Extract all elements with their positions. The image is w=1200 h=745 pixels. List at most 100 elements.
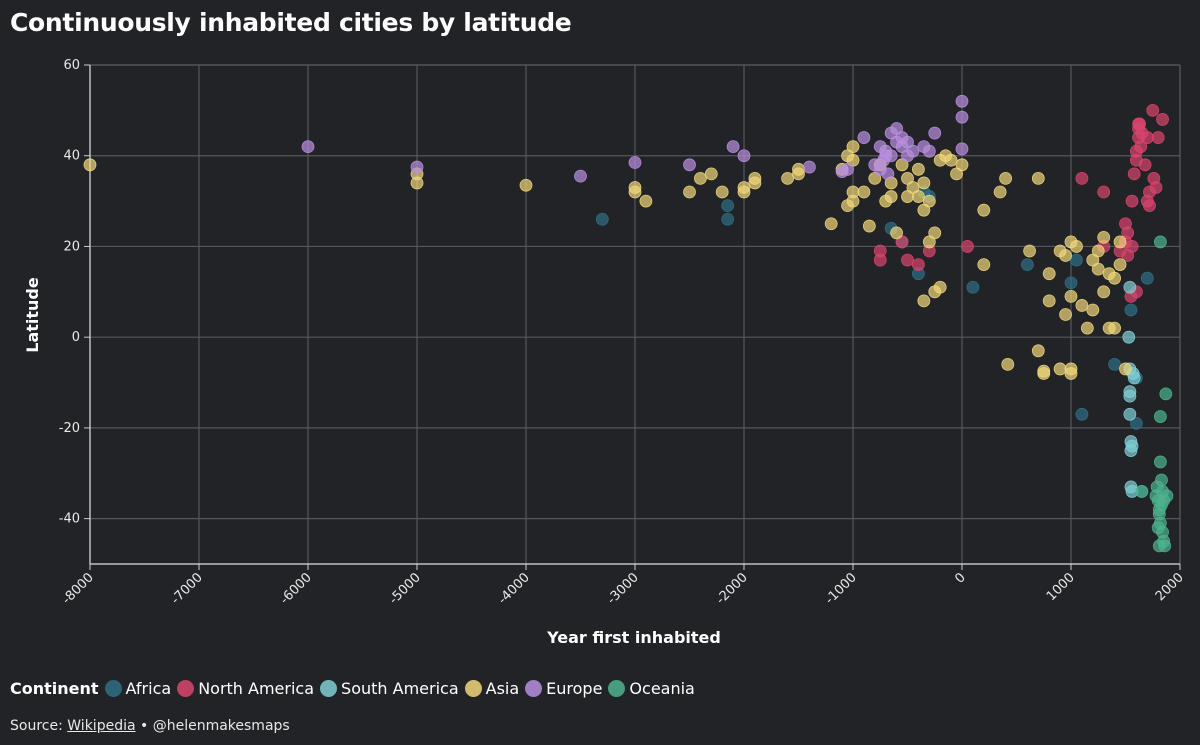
data-point	[1123, 280, 1137, 294]
y-tick-label: -40	[59, 512, 80, 527]
data-point	[846, 140, 860, 154]
data-point	[955, 110, 969, 124]
data-point	[519, 178, 533, 192]
x-tick-label: 2000	[1153, 570, 1187, 604]
data-point	[1124, 303, 1138, 317]
legend-swatch	[525, 680, 543, 697]
series-oceania	[1135, 235, 1174, 553]
data-point	[1070, 240, 1083, 253]
x-tick-label: -3000	[605, 570, 642, 607]
data-point	[1135, 485, 1149, 498]
data-point	[1127, 167, 1141, 181]
data-point	[890, 226, 903, 240]
y-tick-label: 20	[63, 239, 80, 254]
legend-swatch	[320, 680, 338, 697]
legend-swatch	[177, 680, 195, 697]
data-point	[922, 144, 936, 158]
data-point	[1064, 276, 1078, 290]
series-africa	[595, 185, 1154, 498]
data-point	[1125, 194, 1139, 208]
data-point	[694, 172, 707, 185]
data-point	[1123, 407, 1137, 421]
data-point	[922, 194, 936, 208]
source-line: Source: Wikipedia • @helenmakesmaps	[10, 718, 290, 734]
x-tick-label: -7000	[169, 570, 206, 607]
data-point	[1121, 226, 1135, 240]
x-tick-label: -5000	[387, 570, 424, 607]
x-axis-title: Year first inhabited	[546, 628, 721, 647]
data-point	[944, 153, 958, 167]
x-tick-label: 0	[952, 570, 968, 586]
data-point	[1108, 271, 1121, 285]
data-point	[1042, 294, 1056, 308]
data-point	[912, 190, 925, 203]
data-point	[1153, 410, 1167, 423]
y-tick-label: -20	[59, 421, 80, 436]
data-point	[955, 94, 969, 108]
data-point	[1143, 199, 1156, 213]
data-point	[1153, 235, 1167, 249]
legend-item-africa: Africa	[104, 679, 172, 698]
data-point	[737, 185, 751, 199]
data-point	[1138, 158, 1152, 172]
legend-swatch	[608, 680, 626, 697]
legend-label: Asia	[485, 679, 520, 698]
data-points	[83, 94, 1174, 553]
data-point	[704, 167, 718, 181]
data-point	[1075, 407, 1089, 421]
data-point	[1075, 172, 1089, 185]
data-point	[877, 153, 890, 167]
legend-label: Africa	[125, 679, 172, 698]
data-point	[961, 240, 974, 253]
data-point	[1023, 244, 1036, 258]
y-tick-label: 60	[63, 58, 80, 73]
x-tick-label: -6000	[278, 570, 315, 607]
data-point	[1031, 172, 1045, 185]
data-point	[1152, 507, 1166, 521]
data-point	[862, 219, 876, 233]
data-point	[928, 226, 942, 240]
data-point	[993, 185, 1007, 199]
data-point	[1091, 244, 1105, 258]
data-point	[1113, 235, 1127, 249]
data-point	[881, 167, 895, 181]
scatter-chart: -8000 -7000 -6000 -5000 -4000 -3000 -2000 -1000…	[23, 58, 1187, 647]
legend-items: Africa North America South America Asia Euro…	[104, 679, 701, 698]
data-point	[1001, 357, 1015, 371]
legend: Continent Africa North America South Ameri…	[10, 679, 701, 698]
x-tick-label: -4000	[496, 570, 533, 607]
data-point	[1021, 258, 1034, 272]
data-point	[1140, 131, 1154, 144]
data-point	[1134, 140, 1148, 154]
data-point	[955, 158, 969, 172]
data-point	[884, 190, 898, 203]
source-suffix: • @helenmakesmaps	[135, 718, 290, 734]
data-point	[857, 131, 871, 144]
legend-label: South America	[341, 679, 459, 698]
data-point	[1097, 185, 1111, 199]
data-point	[721, 212, 735, 226]
data-point	[1123, 389, 1137, 403]
data-point	[83, 158, 97, 172]
data-point	[966, 280, 980, 294]
data-point	[873, 253, 887, 267]
grid	[89, 64, 1181, 564]
data-point	[1130, 416, 1143, 430]
data-point	[1155, 473, 1168, 487]
axes: -8000 -7000 -6000 -5000 -4000 -3000 -2000 -1000…	[59, 58, 1187, 608]
data-point	[1091, 262, 1105, 276]
data-point	[824, 217, 838, 231]
data-point	[1122, 330, 1136, 344]
data-point	[841, 162, 854, 176]
data-point	[683, 185, 696, 199]
series-europe	[301, 94, 969, 183]
data-point	[1075, 299, 1089, 312]
y-tick-label: 40	[63, 149, 80, 164]
data-point	[1059, 249, 1072, 262]
data-point	[841, 199, 854, 213]
data-point	[301, 140, 315, 154]
data-point	[1031, 344, 1045, 358]
data-point	[628, 156, 642, 169]
data-point	[1108, 357, 1121, 371]
source-link[interactable]: Wikipedia	[67, 718, 136, 734]
